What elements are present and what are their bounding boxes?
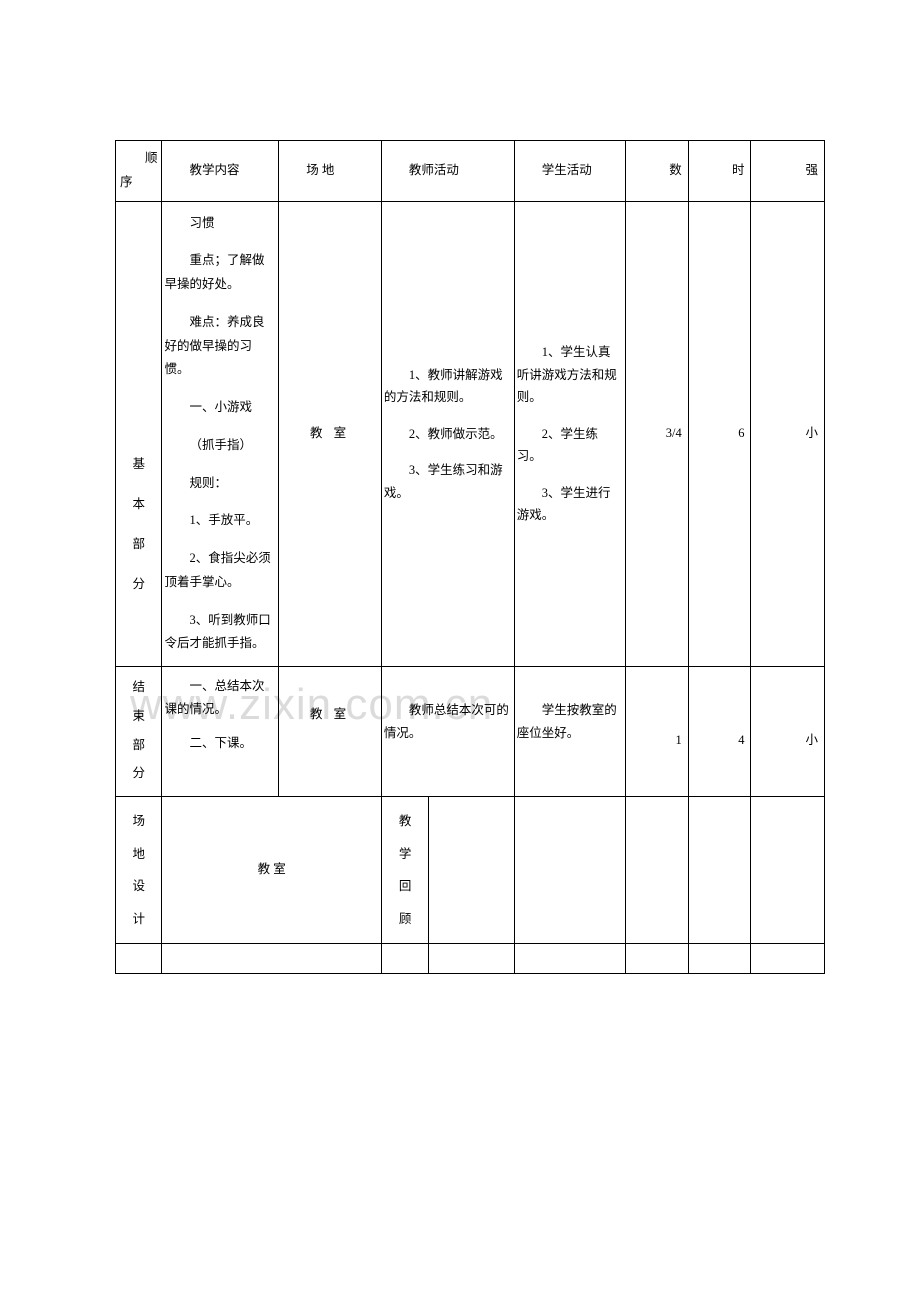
empty-1	[116, 944, 162, 974]
num-end: 1	[626, 667, 689, 797]
header-student: 学生活动	[514, 141, 625, 202]
content-main: 习惯 重点；了解做早操的好处。 难点：养成良好的做早操的习惯。 一、小游戏 （抓…	[162, 201, 279, 667]
review-empty-4	[688, 797, 751, 944]
seq-main: 基本部分	[116, 201, 162, 667]
time-end: 4	[688, 667, 751, 797]
empty-3	[381, 944, 429, 974]
empty-5	[514, 944, 625, 974]
design-content: 教 室	[162, 797, 381, 944]
review-empty-3	[626, 797, 689, 944]
table-row-main: 基本部分 习惯 重点；了解做早操的好处。 难点：养成良好的做早操的习惯。 一、小…	[116, 201, 825, 667]
empty-2	[162, 944, 381, 974]
empty-7	[688, 944, 751, 974]
table-row-design: 场地设计 教 室 教学回顾	[116, 797, 825, 944]
review-empty-5	[751, 797, 825, 944]
header-content: 教学内容	[162, 141, 279, 202]
review-empty-2	[514, 797, 625, 944]
lesson-plan-table: 顺序 教学内容 场 地 教师活动 学生活动 数 时 强 基本部分 习惯 重点；了…	[115, 140, 825, 797]
student-end: 学生按教室的座位坐好。	[514, 667, 625, 797]
design-label: 场地设计	[116, 797, 162, 944]
empty-4	[429, 944, 514, 974]
place-end: 教 室	[279, 667, 382, 797]
table-row-empty	[116, 944, 825, 974]
intensity-end: 小	[751, 667, 825, 797]
content-end: 一、总结本次课的情况。 二、下课。	[162, 667, 279, 797]
review-empty-1	[429, 797, 514, 944]
design-table: 场地设计 教 室 教学回顾	[115, 797, 825, 974]
header-place: 场 地	[279, 141, 382, 202]
intensity-main: 小	[751, 201, 825, 667]
table-header-row: 顺序 教学内容 场 地 教师活动 学生活动 数 时 强	[116, 141, 825, 202]
teacher-end: 教师总结本次可的情况。	[381, 667, 514, 797]
header-time: 时	[688, 141, 751, 202]
teacher-main: 1、教师讲解游戏的方法和规则。 2、教师做示范。 3、学生练习和游戏。	[381, 201, 514, 667]
place-main: 教 室	[279, 201, 382, 667]
header-num: 数	[626, 141, 689, 202]
header-seq: 顺序	[116, 141, 162, 202]
header-teacher: 教师活动	[381, 141, 514, 202]
student-main: 1、学生认真听讲游戏方法和规则。 2、学生练习。 3、学生进行游戏。	[514, 201, 625, 667]
review-label: 教学回顾	[381, 797, 429, 944]
time-main: 6	[688, 201, 751, 667]
num-main: 3/4	[626, 201, 689, 667]
table-row-end: 结束部分 一、总结本次课的情况。 二、下课。 教 室 教师总结本次可的情况。 学…	[116, 667, 825, 797]
empty-6	[626, 944, 689, 974]
empty-8	[751, 944, 825, 974]
seq-end: 结束部分	[116, 667, 162, 797]
header-intensity: 强	[751, 141, 825, 202]
